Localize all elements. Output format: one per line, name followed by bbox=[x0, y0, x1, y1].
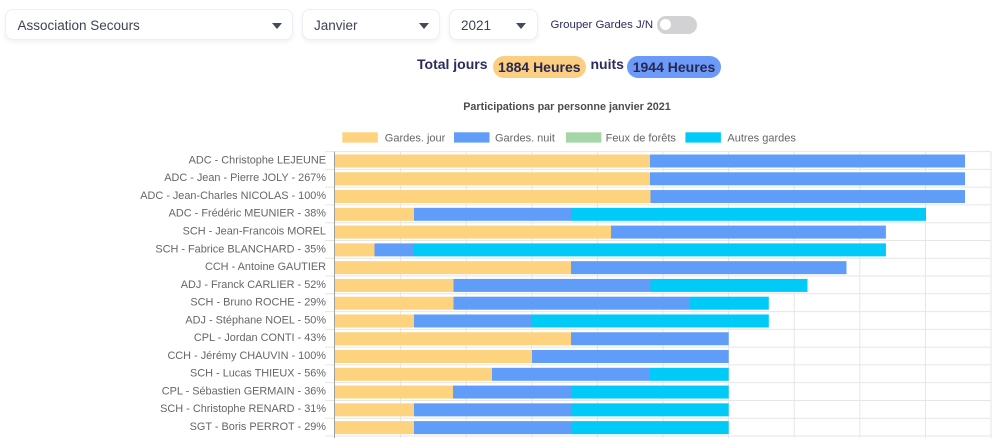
svg-text:Participations par personne ja: Participations par personne janvier 2021 bbox=[463, 101, 671, 113]
svg-text:SCH - Jean-Francois MOREL: SCH - Jean-Francois MOREL bbox=[183, 225, 326, 237]
svg-text:SCH - Fabrice BLANCHARD - 35%: SCH - Fabrice BLANCHARD - 35% bbox=[155, 243, 326, 255]
svg-text:SCH - Bruno ROCHE - 29%: SCH - Bruno ROCHE - 29% bbox=[190, 297, 326, 309]
svg-text:ADJ - Stéphane NOEL - 50%: ADJ - Stéphane NOEL - 50% bbox=[185, 314, 326, 326]
svg-text:Gardes. nuit: Gardes. nuit bbox=[495, 132, 555, 144]
svg-text:CPL - Jordan CONTI - 43%: CPL - Jordan CONTI - 43% bbox=[194, 332, 326, 344]
svg-text:ADC - Frédéric MEUNIER - 38%: ADC - Frédéric MEUNIER - 38% bbox=[169, 208, 327, 220]
svg-text:CCH - Antoine GAUTIER: CCH - Antoine GAUTIER bbox=[205, 261, 326, 273]
svg-text:ADC - Christophe LEJEUNE: ADC - Christophe LEJEUNE bbox=[189, 154, 326, 166]
svg-text:SCH - Christophe RENARD - 31%: SCH - Christophe RENARD - 31% bbox=[160, 403, 326, 415]
svg-text:SGT - Boris PERROT - 29%: SGT - Boris PERROT - 29% bbox=[190, 421, 327, 433]
svg-text:Feux de forêts: Feux de forêts bbox=[606, 132, 677, 144]
svg-text:Autres gardes: Autres gardes bbox=[727, 132, 796, 144]
svg-text:ADC - Jean - Pierre JOLY - 267: ADC - Jean - Pierre JOLY - 267% bbox=[164, 172, 326, 184]
svg-text:SCH - Lucas THIEUX - 56%: SCH - Lucas THIEUX - 56% bbox=[190, 368, 326, 380]
svg-text:Gardes. jour: Gardes. jour bbox=[385, 132, 446, 144]
svg-text:ADC - Jean-Charles NICOLAS - 1: ADC - Jean-Charles NICOLAS - 100% bbox=[140, 190, 326, 202]
svg-text:CPL - Sébastien GERMAIN - 36%: CPL - Sébastien GERMAIN - 36% bbox=[162, 385, 327, 397]
svg-text:ADJ - Franck CARLIER - 52%: ADJ - Franck CARLIER - 52% bbox=[181, 279, 327, 291]
svg-text:CCH - Jérémy CHAUVIN - 100%: CCH - Jérémy CHAUVIN - 100% bbox=[167, 350, 326, 362]
